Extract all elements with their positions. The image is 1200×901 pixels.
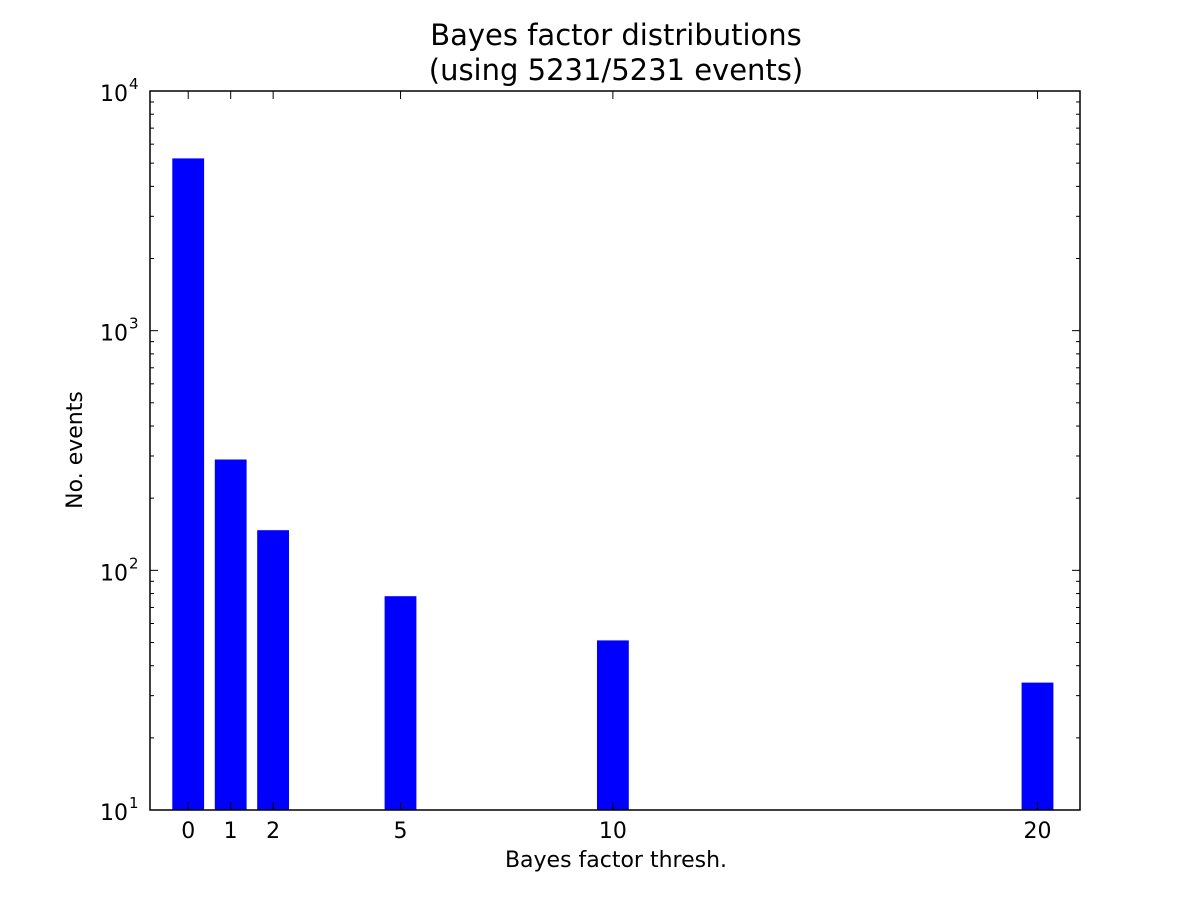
plot-frame xyxy=(149,90,1081,811)
y-tick-exponent: 2 xyxy=(129,554,139,572)
bar-2 xyxy=(257,530,289,810)
bar-1 xyxy=(214,459,247,810)
chart-subtitle: (using 5231/5231 events) xyxy=(429,53,803,87)
y-tick-exponent: 1 xyxy=(129,794,139,812)
x-tick-label: 2 xyxy=(266,819,280,844)
y-tick-label: 10 xyxy=(100,322,128,347)
x-axis-label: Bayes factor thresh. xyxy=(505,848,727,873)
y-tick-exponent: 3 xyxy=(129,315,139,333)
x-tick-label: 0 xyxy=(181,819,195,844)
bar-10 xyxy=(597,640,629,810)
x-tick-label: 20 xyxy=(1024,819,1052,844)
y-tick-exponent: 4 xyxy=(129,75,139,93)
chart-title: Bayes factor distributions xyxy=(430,18,802,52)
bar-0 xyxy=(172,158,205,810)
bar-20 xyxy=(1021,682,1054,810)
bar-5 xyxy=(384,596,417,810)
y-axis-label: No. events xyxy=(63,391,88,509)
y-tick-label: 10 xyxy=(100,801,128,826)
y-tick-label: 10 xyxy=(100,561,128,586)
x-tick-label: 5 xyxy=(394,819,408,844)
x-tick-label: 10 xyxy=(599,819,627,844)
y-tick-label: 10 xyxy=(100,82,128,107)
x-tick-label: 1 xyxy=(224,819,238,844)
bars-layer xyxy=(172,158,1054,810)
